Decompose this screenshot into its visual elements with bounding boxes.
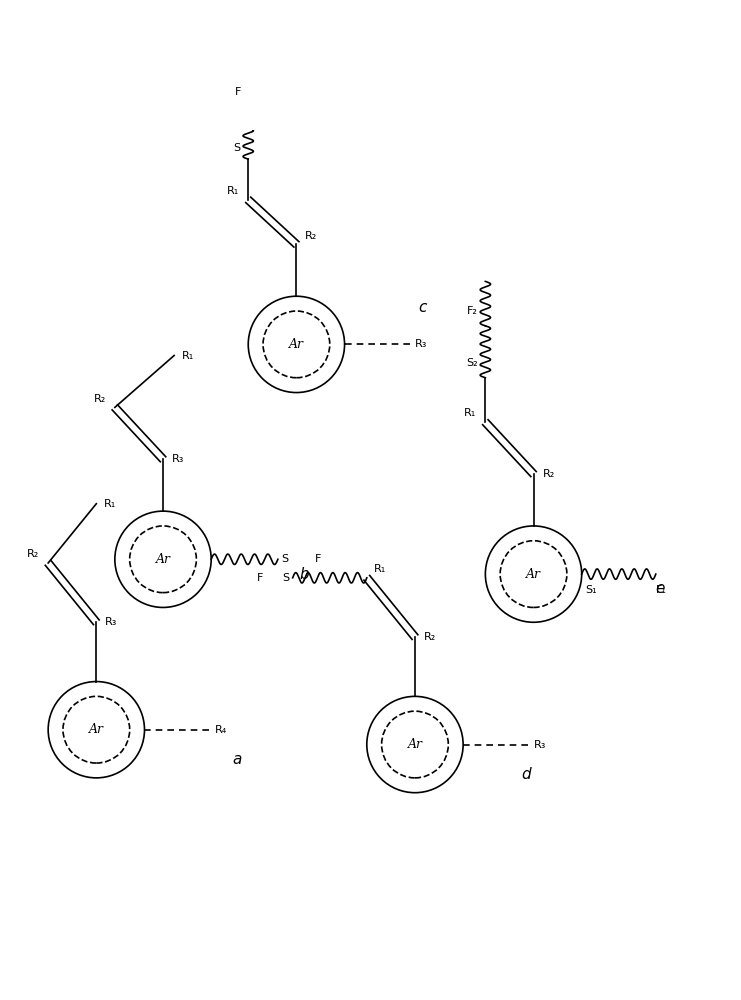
Text: R₃: R₃: [534, 740, 546, 750]
Text: R₁: R₁: [464, 408, 476, 418]
Text: S: S: [282, 554, 289, 564]
Text: F₂: F₂: [467, 306, 478, 316]
Text: S₁: S₁: [585, 585, 597, 595]
Text: Ar: Ar: [526, 568, 541, 581]
Text: R₂: R₂: [542, 469, 555, 479]
Text: b: b: [299, 567, 308, 582]
Text: d: d: [522, 767, 531, 782]
Text: R₄: R₄: [215, 725, 227, 735]
Text: R₃: R₃: [415, 339, 428, 349]
Text: S: S: [233, 143, 241, 153]
Text: R₃: R₃: [105, 617, 118, 627]
Text: F₁: F₁: [656, 585, 667, 595]
Text: R₁: R₁: [227, 186, 239, 196]
Text: R₂: R₂: [27, 549, 39, 559]
Text: R₂: R₂: [93, 394, 106, 404]
Text: Ar: Ar: [156, 553, 170, 566]
Text: R₁: R₁: [182, 351, 194, 361]
Text: R₁: R₁: [104, 499, 116, 509]
Text: a: a: [233, 752, 242, 767]
Text: F: F: [315, 554, 322, 564]
Text: e: e: [655, 581, 664, 596]
Text: F: F: [234, 87, 241, 97]
Text: Ar: Ar: [289, 338, 304, 351]
Text: S: S: [282, 573, 289, 583]
Text: Ar: Ar: [89, 723, 104, 736]
Text: R₁: R₁: [374, 564, 387, 574]
Text: R₂: R₂: [305, 231, 318, 241]
Text: S₂: S₂: [466, 358, 478, 368]
Text: R₃: R₃: [172, 454, 185, 464]
Text: Ar: Ar: [408, 738, 422, 751]
Text: c: c: [418, 300, 427, 315]
Text: R₂: R₂: [424, 632, 436, 642]
Text: F: F: [256, 573, 263, 583]
